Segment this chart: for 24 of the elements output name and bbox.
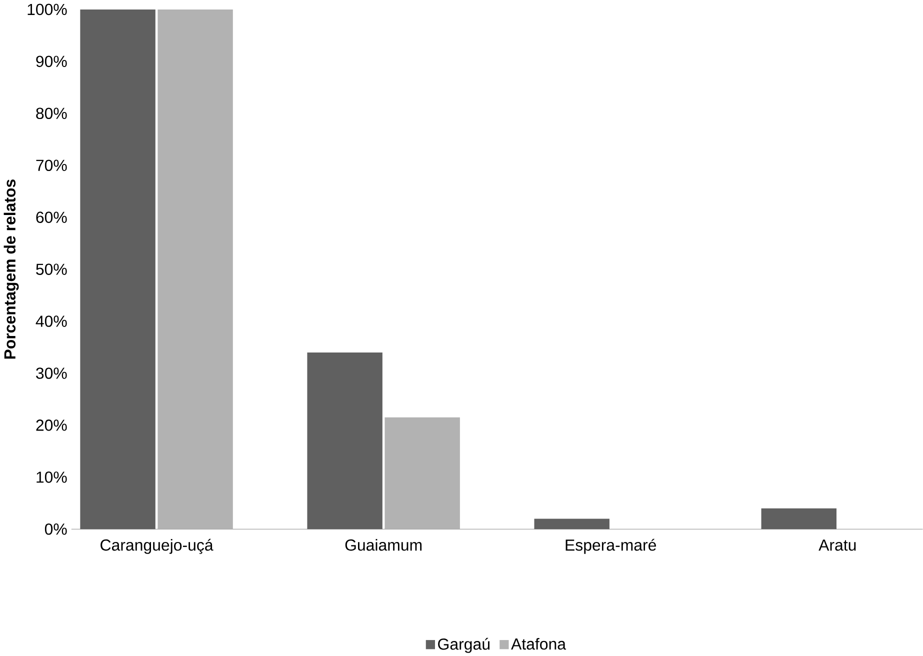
y-tick-label: 10%: [36, 472, 67, 483]
x-tick-label: Caranguejo-uçá: [100, 538, 214, 554]
bar: [80, 9, 156, 530]
y-tick-label: 0%: [44, 524, 67, 535]
x-tick-label: Aratu: [818, 540, 856, 551]
bar: [158, 9, 233, 530]
y-tick-label: 100%: [28, 4, 67, 16]
bar: [761, 508, 836, 530]
bar: [534, 518, 610, 530]
y-tick-label: 20%: [36, 420, 67, 431]
bar: [307, 352, 382, 530]
y-tick-label: 60%: [36, 212, 67, 224]
y-tick-label: 40%: [36, 316, 67, 327]
y-tick-label: 70%: [36, 160, 67, 172]
y-tick-label: 30%: [36, 368, 67, 379]
y-tick-label: 90%: [36, 56, 67, 68]
legend-label: Atafona: [511, 638, 566, 650]
y-axis-title: Porcentagem de relatos: [4, 180, 19, 359]
x-tick-label: Espera-maré: [566, 538, 656, 554]
x-tick-label: Guaiamum: [345, 539, 422, 551]
y-tick-label: 50%: [36, 264, 67, 275]
y-tick-label: 80%: [36, 108, 67, 120]
bar: [384, 417, 460, 530]
legend-label: Gargaú: [438, 638, 490, 653]
